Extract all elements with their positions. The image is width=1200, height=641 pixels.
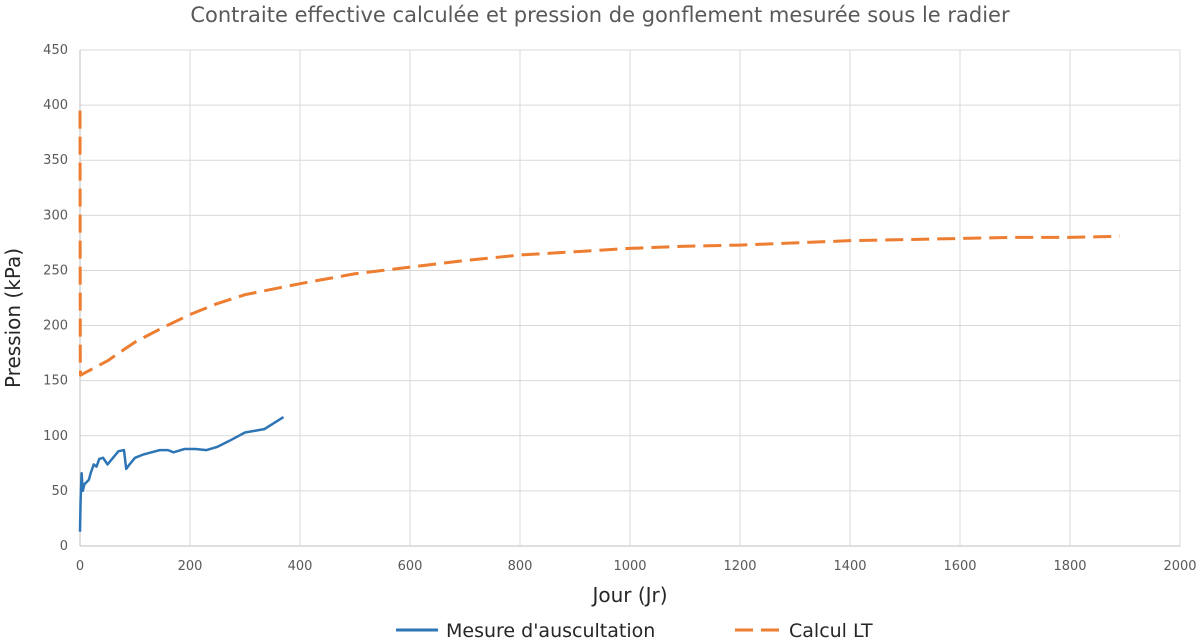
series-line-1	[78, 110, 1120, 377]
series-line-0	[78, 415, 285, 532]
x-tick-label: 1600	[943, 559, 976, 574]
series-lines	[78, 110, 1120, 532]
y-tick-label: 100	[43, 429, 68, 444]
x-tick-label: 800	[508, 559, 533, 574]
x-tick-label: 1400	[833, 559, 866, 574]
y-axis-title: Pression (kPa)	[1, 248, 25, 388]
y-tick-label: 450	[43, 43, 68, 58]
x-tick-label: 0	[76, 559, 84, 574]
y-tick-label: 400	[43, 98, 68, 113]
x-tick-label: 2000	[1163, 559, 1196, 574]
y-tick-label: 0	[60, 539, 68, 554]
chart-title: Contraite effective calculée et pression…	[190, 3, 1010, 27]
x-tick-label: 1200	[723, 559, 756, 574]
grid	[79, 49, 1181, 547]
tick-labels: 0 50 100 150 200 250 300 350 400 450 0 200 400 600 800…	[43, 43, 1196, 574]
y-tick-label: 300	[43, 208, 68, 223]
legend-label-mesure: Mesure d'auscultation	[446, 620, 655, 641]
x-axis-title: Jour (Jr)	[590, 583, 667, 607]
y-tick-label: 150	[43, 374, 68, 389]
y-tick-label: 200	[43, 319, 68, 334]
y-tick-label: 350	[43, 153, 68, 168]
y-tick-label: 50	[51, 484, 68, 499]
y-tick-label: 250	[43, 263, 68, 278]
legend-label-calcul: Calcul LT	[789, 620, 873, 641]
x-tick-label: 200	[178, 559, 203, 574]
x-tick-label: 1800	[1053, 559, 1086, 574]
x-tick-label: 400	[288, 559, 313, 574]
x-tick-label: 600	[398, 559, 423, 574]
legend: Mesure d'auscultation Calcul LT	[396, 620, 873, 641]
x-tick-label: 1000	[613, 559, 646, 574]
